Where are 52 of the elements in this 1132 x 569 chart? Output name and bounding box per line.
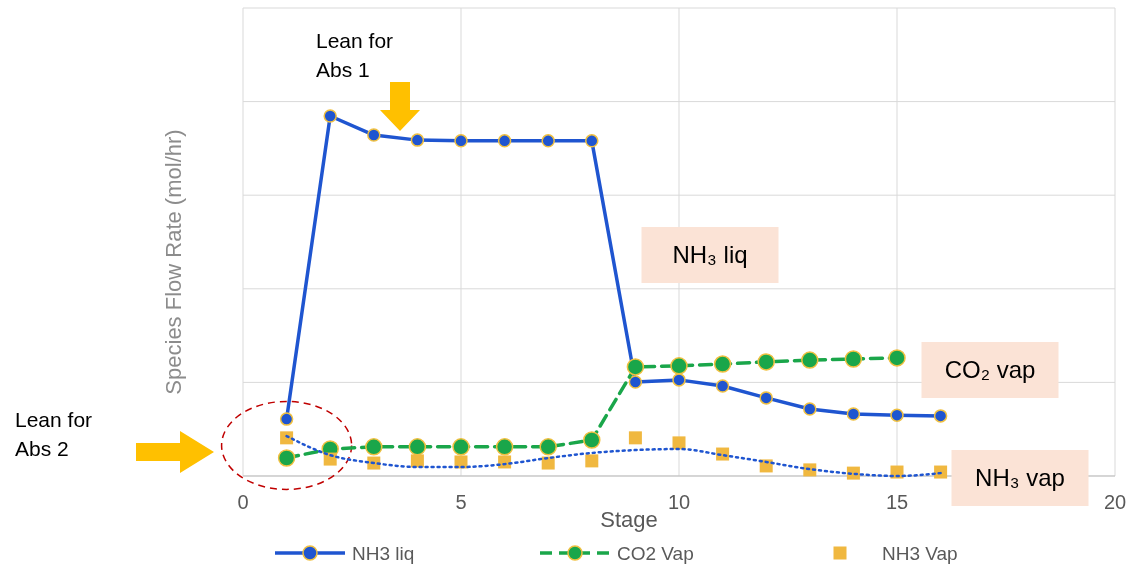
point <box>715 379 730 393</box>
point <box>408 438 427 456</box>
point <box>757 353 775 371</box>
point <box>933 409 948 423</box>
text: Lean for Abs 1 <box>316 29 394 81</box>
point <box>280 431 294 445</box>
legend-label: NH3 liq <box>352 543 415 564</box>
annotation: NH₃ liq <box>672 241 748 268</box>
x-tick-label: 10 <box>667 491 691 513</box>
point <box>888 349 906 367</box>
text: Lean for Abs 2 <box>15 408 93 460</box>
point <box>628 375 643 389</box>
annotation: NH₃ vap <box>975 464 1065 491</box>
point <box>583 431 601 449</box>
x-tick-label: 0 <box>237 491 249 513</box>
point <box>410 454 424 468</box>
x-axis-title: Stage <box>600 507 658 532</box>
point <box>279 412 294 426</box>
point <box>672 373 686 387</box>
point <box>628 431 642 445</box>
legend-label: CO2 Vap <box>617 543 694 564</box>
x-tick-label: 20 <box>1103 491 1127 513</box>
point <box>846 407 861 421</box>
point <box>454 134 468 148</box>
point <box>497 134 512 148</box>
point <box>367 128 381 142</box>
point <box>934 465 948 479</box>
point <box>410 133 425 147</box>
point <box>277 449 296 467</box>
point <box>672 436 686 450</box>
point <box>670 357 688 375</box>
point <box>452 438 470 456</box>
point <box>323 109 337 123</box>
point <box>585 454 599 468</box>
point <box>626 358 645 376</box>
point <box>844 350 863 368</box>
point <box>759 391 773 405</box>
point <box>585 134 599 148</box>
annotation: CO₂ vap <box>944 356 1036 383</box>
point <box>495 438 514 456</box>
point <box>541 134 555 148</box>
point <box>803 402 817 416</box>
point <box>541 456 555 470</box>
point <box>890 408 904 422</box>
x-tick-label: 15 <box>885 491 909 513</box>
point <box>365 438 383 456</box>
x-tick-label: 5 <box>455 491 467 513</box>
y-axis-title: Species Flow Rate (mol/hr) <box>161 129 186 395</box>
legend-label: NH3 Vap <box>882 543 958 564</box>
point <box>713 355 732 373</box>
point <box>801 351 819 369</box>
point <box>539 438 557 456</box>
